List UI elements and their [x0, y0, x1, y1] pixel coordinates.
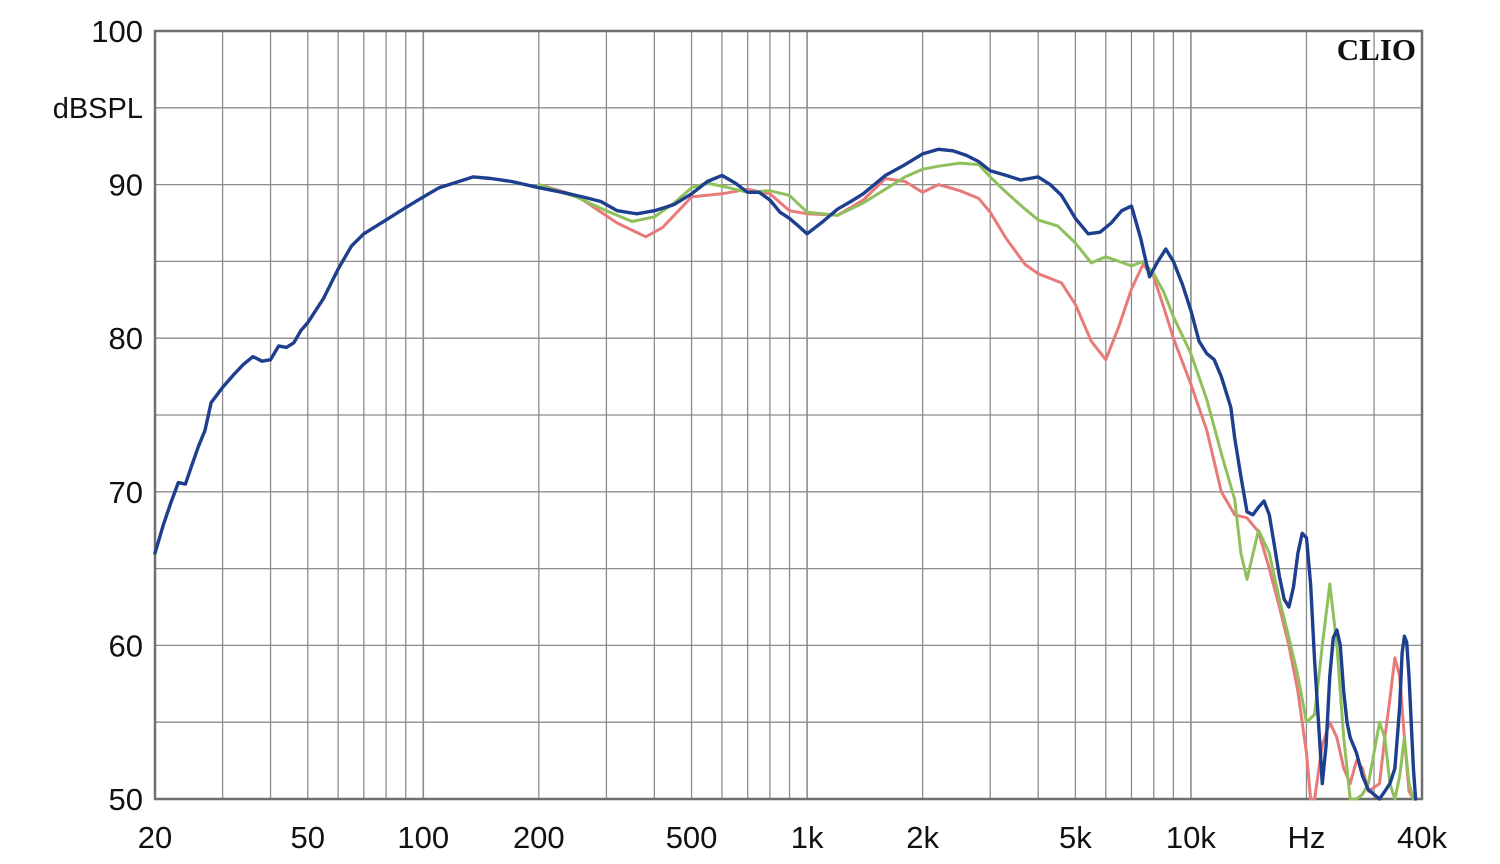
series-line-3 — [153, 147, 1418, 801]
y-tick-label: 70 — [109, 475, 143, 510]
y-tick-label: 80 — [109, 321, 143, 356]
clio-brand-label: CLIO — [1337, 32, 1416, 67]
x-tick-label: Hz — [1288, 820, 1326, 855]
y-tick-label: 60 — [109, 628, 143, 663]
series-line-2 — [537, 161, 1415, 801]
y-axis-label: dBSPL — [53, 93, 143, 125]
x-tick-label: 50 — [290, 820, 324, 855]
y-tick-label: 50 — [109, 782, 143, 817]
x-tick-label: 2k — [906, 820, 939, 855]
x-tick-label: 10k — [1166, 820, 1216, 855]
y-tick-label: 90 — [109, 168, 143, 203]
plot-frame — [153, 29, 1424, 801]
x-tick-label: 1k — [791, 820, 824, 855]
x-tick-label: 5k — [1059, 820, 1092, 855]
x-tick-label: 40k — [1397, 820, 1447, 855]
x-tick-label: 100 — [397, 820, 449, 855]
x-tick-label: 200 — [513, 820, 565, 855]
y-tick-label: 100 — [91, 14, 143, 49]
series-line-1 — [537, 177, 1415, 801]
x-tick-label: 20 — [138, 820, 172, 855]
x-tick-label: 500 — [666, 820, 718, 855]
series-layer — [153, 147, 1418, 801]
